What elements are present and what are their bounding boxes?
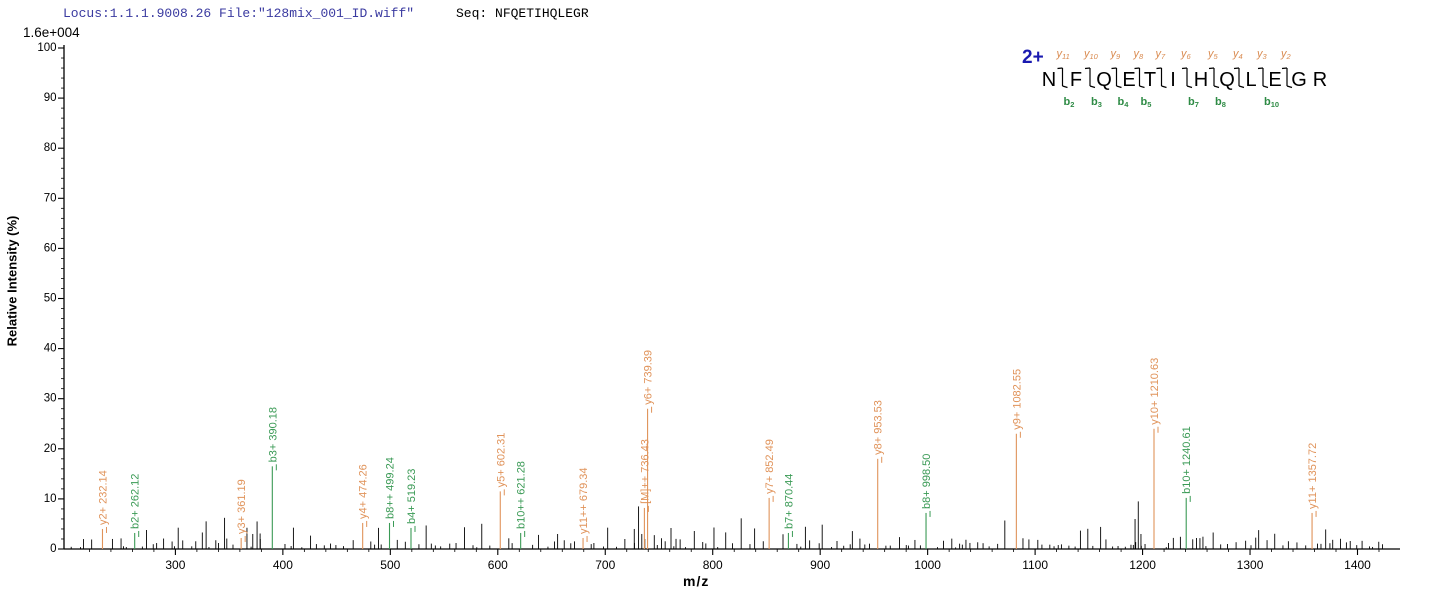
svg-text:b10++ 621.28: b10++ 621.28: [516, 461, 528, 529]
svg-text:0: 0: [50, 543, 56, 555]
svg-text:1400: 1400: [1344, 558, 1371, 572]
svg-text:90: 90: [44, 92, 57, 104]
svg-text:E: E: [1268, 69, 1281, 91]
svg-text:1000: 1000: [914, 558, 941, 572]
svg-text:100: 100: [37, 42, 56, 54]
svg-text:E: E: [1122, 69, 1135, 91]
svg-text:y10: y10: [1083, 48, 1099, 61]
svg-text:y8: y8: [1133, 48, 1145, 61]
svg-text:600: 600: [488, 558, 508, 572]
svg-text:1100: 1100: [1022, 558, 1048, 572]
svg-text:Q: Q: [1096, 69, 1112, 91]
svg-text:y5+ 602.31: y5+ 602.31: [495, 433, 507, 488]
svg-text:b8++ 499.24: b8++ 499.24: [385, 457, 397, 519]
svg-text:N: N: [1042, 69, 1056, 91]
svg-text:L: L: [1245, 69, 1256, 91]
svg-text:[M]++ 736.43: [M]++ 736.43: [639, 439, 651, 504]
svg-text:y11++ 679.34: y11++ 679.34: [578, 468, 590, 534]
svg-text:50: 50: [44, 293, 57, 305]
svg-text:60: 60: [44, 242, 57, 254]
svg-text:b3: b3: [1091, 96, 1102, 109]
svg-text:G: G: [1291, 69, 1307, 91]
svg-text:I: I: [1170, 69, 1176, 91]
svg-text:b2: b2: [1064, 96, 1075, 109]
svg-text:2+: 2+: [1022, 47, 1044, 68]
svg-text:y3: y3: [1256, 48, 1268, 61]
svg-text:70: 70: [44, 192, 57, 204]
svg-text:80: 80: [44, 142, 57, 154]
svg-text:y9+ 1082.55: y9+ 1082.55: [1011, 369, 1023, 430]
svg-text:b7+ 870.44: b7+ 870.44: [783, 474, 795, 529]
svg-text:F: F: [1070, 69, 1082, 91]
svg-text:y2+ 232.14: y2+ 232.14: [97, 470, 109, 525]
svg-text:b3+ 390.18: b3+ 390.18: [267, 407, 279, 462]
svg-text:b2+ 262.12: b2+ 262.12: [130, 474, 142, 529]
svg-text:T: T: [1144, 69, 1156, 91]
svg-text:y11: y11: [1056, 48, 1070, 61]
svg-text:700: 700: [595, 558, 615, 572]
svg-text:y5: y5: [1207, 48, 1219, 61]
svg-text:y6: y6: [1180, 48, 1192, 61]
svg-text:y2: y2: [1280, 48, 1292, 61]
svg-text:y3+ 361.19: y3+ 361.19: [236, 479, 248, 534]
svg-text:40: 40: [44, 343, 57, 355]
svg-text:Q: Q: [1219, 69, 1235, 91]
svg-text:300: 300: [165, 558, 185, 572]
svg-text:10: 10: [44, 493, 57, 505]
svg-text:y9: y9: [1110, 48, 1122, 61]
svg-text:1300: 1300: [1237, 558, 1264, 572]
svg-text:800: 800: [703, 558, 723, 572]
svg-text:y6+ 739.39: y6+ 739.39: [643, 350, 655, 405]
svg-text:H: H: [1194, 69, 1208, 91]
svg-text:1200: 1200: [1129, 558, 1156, 572]
svg-text:y7+ 852.49: y7+ 852.49: [764, 439, 776, 494]
svg-text:500: 500: [380, 558, 400, 572]
svg-text:y10+ 1210.63: y10+ 1210.63: [1149, 358, 1161, 425]
svg-text:b8: b8: [1215, 96, 1226, 109]
svg-text:b10: b10: [1264, 96, 1279, 109]
svg-text:y11+ 1357.72: y11+ 1357.72: [1307, 443, 1319, 509]
svg-text:b4: b4: [1118, 96, 1130, 109]
svg-text:b8+ 998.50: b8+ 998.50: [921, 454, 933, 509]
svg-text:b4+ 519.23: b4+ 519.23: [406, 469, 418, 524]
svg-text:900: 900: [810, 558, 830, 572]
svg-text:y8+ 953.53: y8+ 953.53: [873, 400, 885, 455]
svg-text:y4: y4: [1232, 48, 1243, 61]
svg-text:b7: b7: [1188, 96, 1199, 109]
svg-text:R: R: [1313, 69, 1327, 91]
svg-text:b10+ 1240.61: b10+ 1240.61: [1181, 426, 1193, 494]
svg-text:30: 30: [44, 393, 57, 405]
svg-text:y7: y7: [1155, 48, 1167, 61]
svg-text:20: 20: [44, 443, 57, 455]
svg-text:400: 400: [273, 558, 293, 572]
svg-text:y4+ 474.26: y4+ 474.26: [358, 464, 370, 519]
svg-text:b5: b5: [1141, 96, 1152, 109]
